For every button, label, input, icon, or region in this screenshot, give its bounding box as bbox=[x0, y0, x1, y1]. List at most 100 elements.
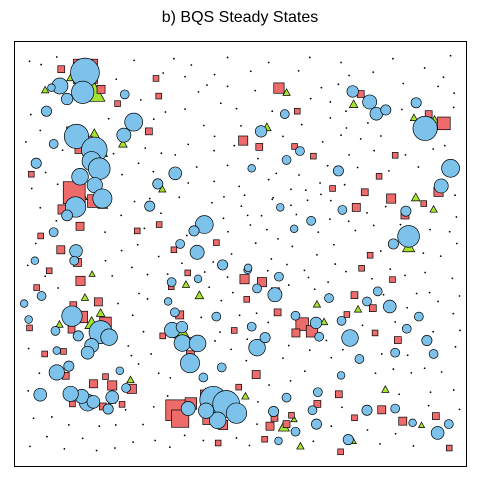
circle-marker bbox=[62, 385, 79, 402]
dot-marker bbox=[230, 253, 233, 255]
dot-marker bbox=[452, 312, 455, 315]
dot-marker bbox=[232, 291, 234, 294]
square-marker bbox=[155, 92, 162, 100]
dot-marker bbox=[152, 405, 155, 408]
circle-marker bbox=[92, 188, 113, 209]
circle-marker bbox=[279, 109, 290, 119]
dot-marker bbox=[238, 314, 241, 317]
dot-marker bbox=[50, 416, 53, 418]
dot-marker bbox=[213, 73, 216, 76]
dot-marker bbox=[39, 129, 42, 132]
dot-marker bbox=[448, 230, 451, 233]
dot-marker bbox=[432, 330, 435, 333]
dot-marker bbox=[287, 284, 290, 286]
square-marker bbox=[114, 100, 121, 107]
square-marker bbox=[294, 107, 301, 115]
triangle-marker bbox=[40, 85, 50, 94]
circle-marker bbox=[397, 225, 420, 248]
triangle-marker bbox=[88, 270, 96, 277]
dot-marker bbox=[404, 274, 406, 277]
dot-marker bbox=[432, 148, 435, 150]
dot-marker bbox=[459, 329, 461, 332]
dot-marker bbox=[55, 56, 58, 58]
circle-marker bbox=[290, 426, 301, 437]
square-marker bbox=[256, 277, 267, 288]
dot-marker bbox=[282, 135, 284, 138]
dot-marker bbox=[366, 429, 369, 431]
dot-marker bbox=[249, 70, 252, 73]
dot-marker bbox=[440, 371, 443, 373]
dot-marker bbox=[245, 359, 248, 362]
dot-marker bbox=[132, 441, 135, 444]
square-marker bbox=[335, 390, 343, 399]
dot-marker bbox=[203, 271, 206, 273]
circle-marker bbox=[217, 259, 229, 271]
dot-marker bbox=[131, 314, 134, 317]
dot-marker bbox=[206, 84, 208, 87]
square-marker bbox=[343, 311, 351, 318]
circle-marker bbox=[72, 330, 84, 342]
dot-marker bbox=[371, 277, 373, 280]
dot-marker bbox=[384, 205, 387, 208]
square-marker bbox=[184, 269, 191, 277]
circle-marker bbox=[47, 83, 56, 92]
triangle-marker bbox=[126, 375, 135, 384]
square-marker bbox=[282, 420, 291, 428]
circle-marker bbox=[41, 105, 52, 117]
dot-marker bbox=[379, 250, 382, 252]
dot-marker bbox=[340, 61, 342, 64]
dot-marker bbox=[319, 182, 321, 184]
square-marker bbox=[273, 308, 282, 317]
dot-marker bbox=[334, 263, 337, 265]
dot-marker bbox=[443, 144, 446, 147]
square-marker bbox=[231, 327, 238, 334]
circle-marker bbox=[48, 139, 59, 149]
dot-marker bbox=[282, 357, 284, 360]
square-marker bbox=[152, 75, 160, 82]
square-marker bbox=[394, 336, 402, 344]
square-marker bbox=[37, 232, 44, 240]
dot-marker bbox=[286, 263, 288, 266]
square-marker bbox=[366, 252, 374, 259]
dot-marker bbox=[366, 211, 368, 214]
dot-marker bbox=[142, 330, 145, 333]
dot-marker bbox=[202, 124, 205, 127]
dot-marker bbox=[392, 368, 395, 370]
circle-marker bbox=[194, 215, 214, 234]
dot-marker bbox=[422, 252, 425, 255]
dot-marker bbox=[146, 298, 149, 300]
dot-marker bbox=[40, 63, 43, 66]
triangle-marker bbox=[290, 415, 298, 423]
circle-marker bbox=[48, 227, 59, 237]
dot-marker bbox=[183, 434, 186, 437]
dot-marker bbox=[213, 149, 216, 152]
circle-marker bbox=[410, 97, 422, 109]
square-marker bbox=[371, 329, 379, 337]
dot-marker bbox=[257, 400, 259, 403]
square-marker bbox=[261, 435, 268, 443]
dot-marker bbox=[298, 174, 300, 176]
circle-marker bbox=[361, 404, 373, 416]
square-marker bbox=[107, 380, 118, 391]
circle-marker bbox=[175, 320, 189, 334]
dot-marker bbox=[25, 140, 27, 143]
dot-marker bbox=[113, 447, 116, 449]
dot-marker bbox=[137, 363, 140, 365]
circle-marker bbox=[116, 127, 132, 143]
circle-marker bbox=[267, 287, 283, 303]
square-marker bbox=[57, 65, 66, 74]
circle-marker bbox=[311, 418, 322, 430]
circle-marker bbox=[412, 115, 438, 141]
square-marker bbox=[75, 275, 86, 286]
circle-marker bbox=[243, 263, 253, 273]
square-marker bbox=[41, 350, 48, 358]
dot-marker bbox=[166, 273, 169, 276]
dot-marker bbox=[427, 404, 430, 407]
dot-marker bbox=[451, 277, 454, 280]
dot-marker bbox=[308, 349, 311, 352]
dot-marker bbox=[260, 214, 263, 217]
dot-marker bbox=[213, 180, 216, 183]
circle-marker bbox=[372, 286, 383, 297]
dot-marker bbox=[181, 262, 183, 265]
dot-marker bbox=[359, 138, 362, 140]
